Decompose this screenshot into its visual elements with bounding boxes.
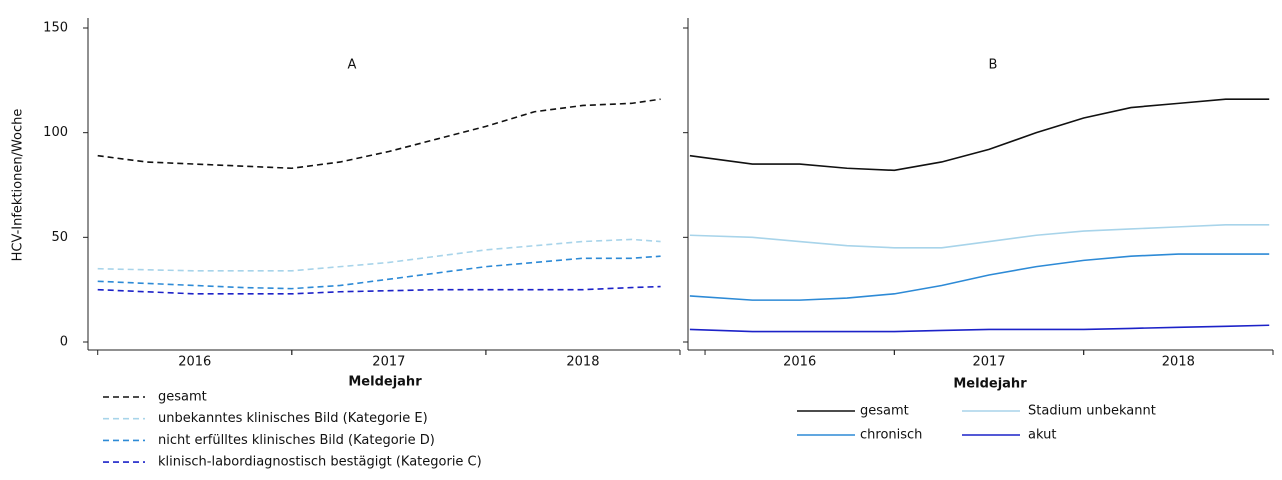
series-line <box>97 98 661 170</box>
series-line <box>689 324 1270 333</box>
panel-title: B <box>989 58 998 73</box>
panel-title: A <box>348 58 357 73</box>
y-tick-label: 0 <box>60 335 68 350</box>
legend-label: gesamt <box>158 390 207 405</box>
x-tick-label: 2016 <box>178 355 211 370</box>
series-line <box>97 238 661 272</box>
y-tick-label: 150 <box>43 21 68 36</box>
series-line <box>97 255 661 290</box>
y-tick-label: 100 <box>43 125 68 140</box>
legend-label: unbekanntes klinisches Bild (Kategorie E… <box>158 411 428 426</box>
x-tick-label: 2017 <box>372 355 405 370</box>
legend-label: klinisch-labordiagnostisch bestägigt (Ka… <box>158 455 482 470</box>
x-tick-label: 2016 <box>783 355 816 370</box>
series-line <box>97 285 661 295</box>
legend-label: chronisch <box>860 428 922 443</box>
y-axis-title: HCV-Infektionen/Woche <box>11 109 26 262</box>
legend-label: akut <box>1028 428 1056 443</box>
y-tick-label: 50 <box>51 230 68 245</box>
legend-label: nicht erfülltes klinisches Bild (Kategor… <box>158 433 435 448</box>
x-axis-title: Meldejahr <box>348 375 422 390</box>
legend-label: Stadium unbekannt <box>1028 404 1156 419</box>
x-tick-label: 2018 <box>1162 355 1195 370</box>
legend-label: gesamt <box>860 404 909 419</box>
series-line <box>689 253 1270 301</box>
x-tick-label: 2017 <box>972 355 1005 370</box>
series-line <box>689 98 1270 172</box>
x-axis-title: Meldejahr <box>953 377 1027 392</box>
x-tick-label: 2018 <box>566 355 599 370</box>
series-line <box>689 223 1270 249</box>
